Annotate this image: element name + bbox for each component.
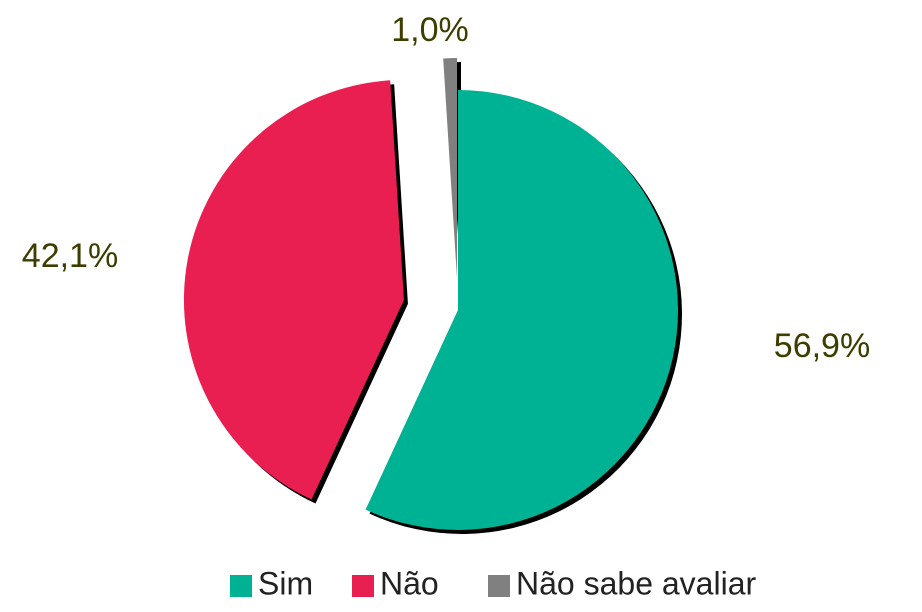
value-label: 56,9% (774, 327, 870, 365)
legend-label: Não (380, 565, 439, 601)
legend-swatch (352, 575, 374, 597)
legend-swatch (488, 575, 510, 597)
slice (443, 58, 457, 279)
slice (365, 90, 678, 530)
value-label: 42,1% (22, 237, 118, 275)
slice (183, 80, 404, 500)
value-label: 1,0% (391, 11, 469, 49)
legend-swatch (230, 575, 252, 597)
legend-label: Não sabe avaliar (516, 565, 756, 601)
legend-label: Sim (258, 565, 313, 601)
